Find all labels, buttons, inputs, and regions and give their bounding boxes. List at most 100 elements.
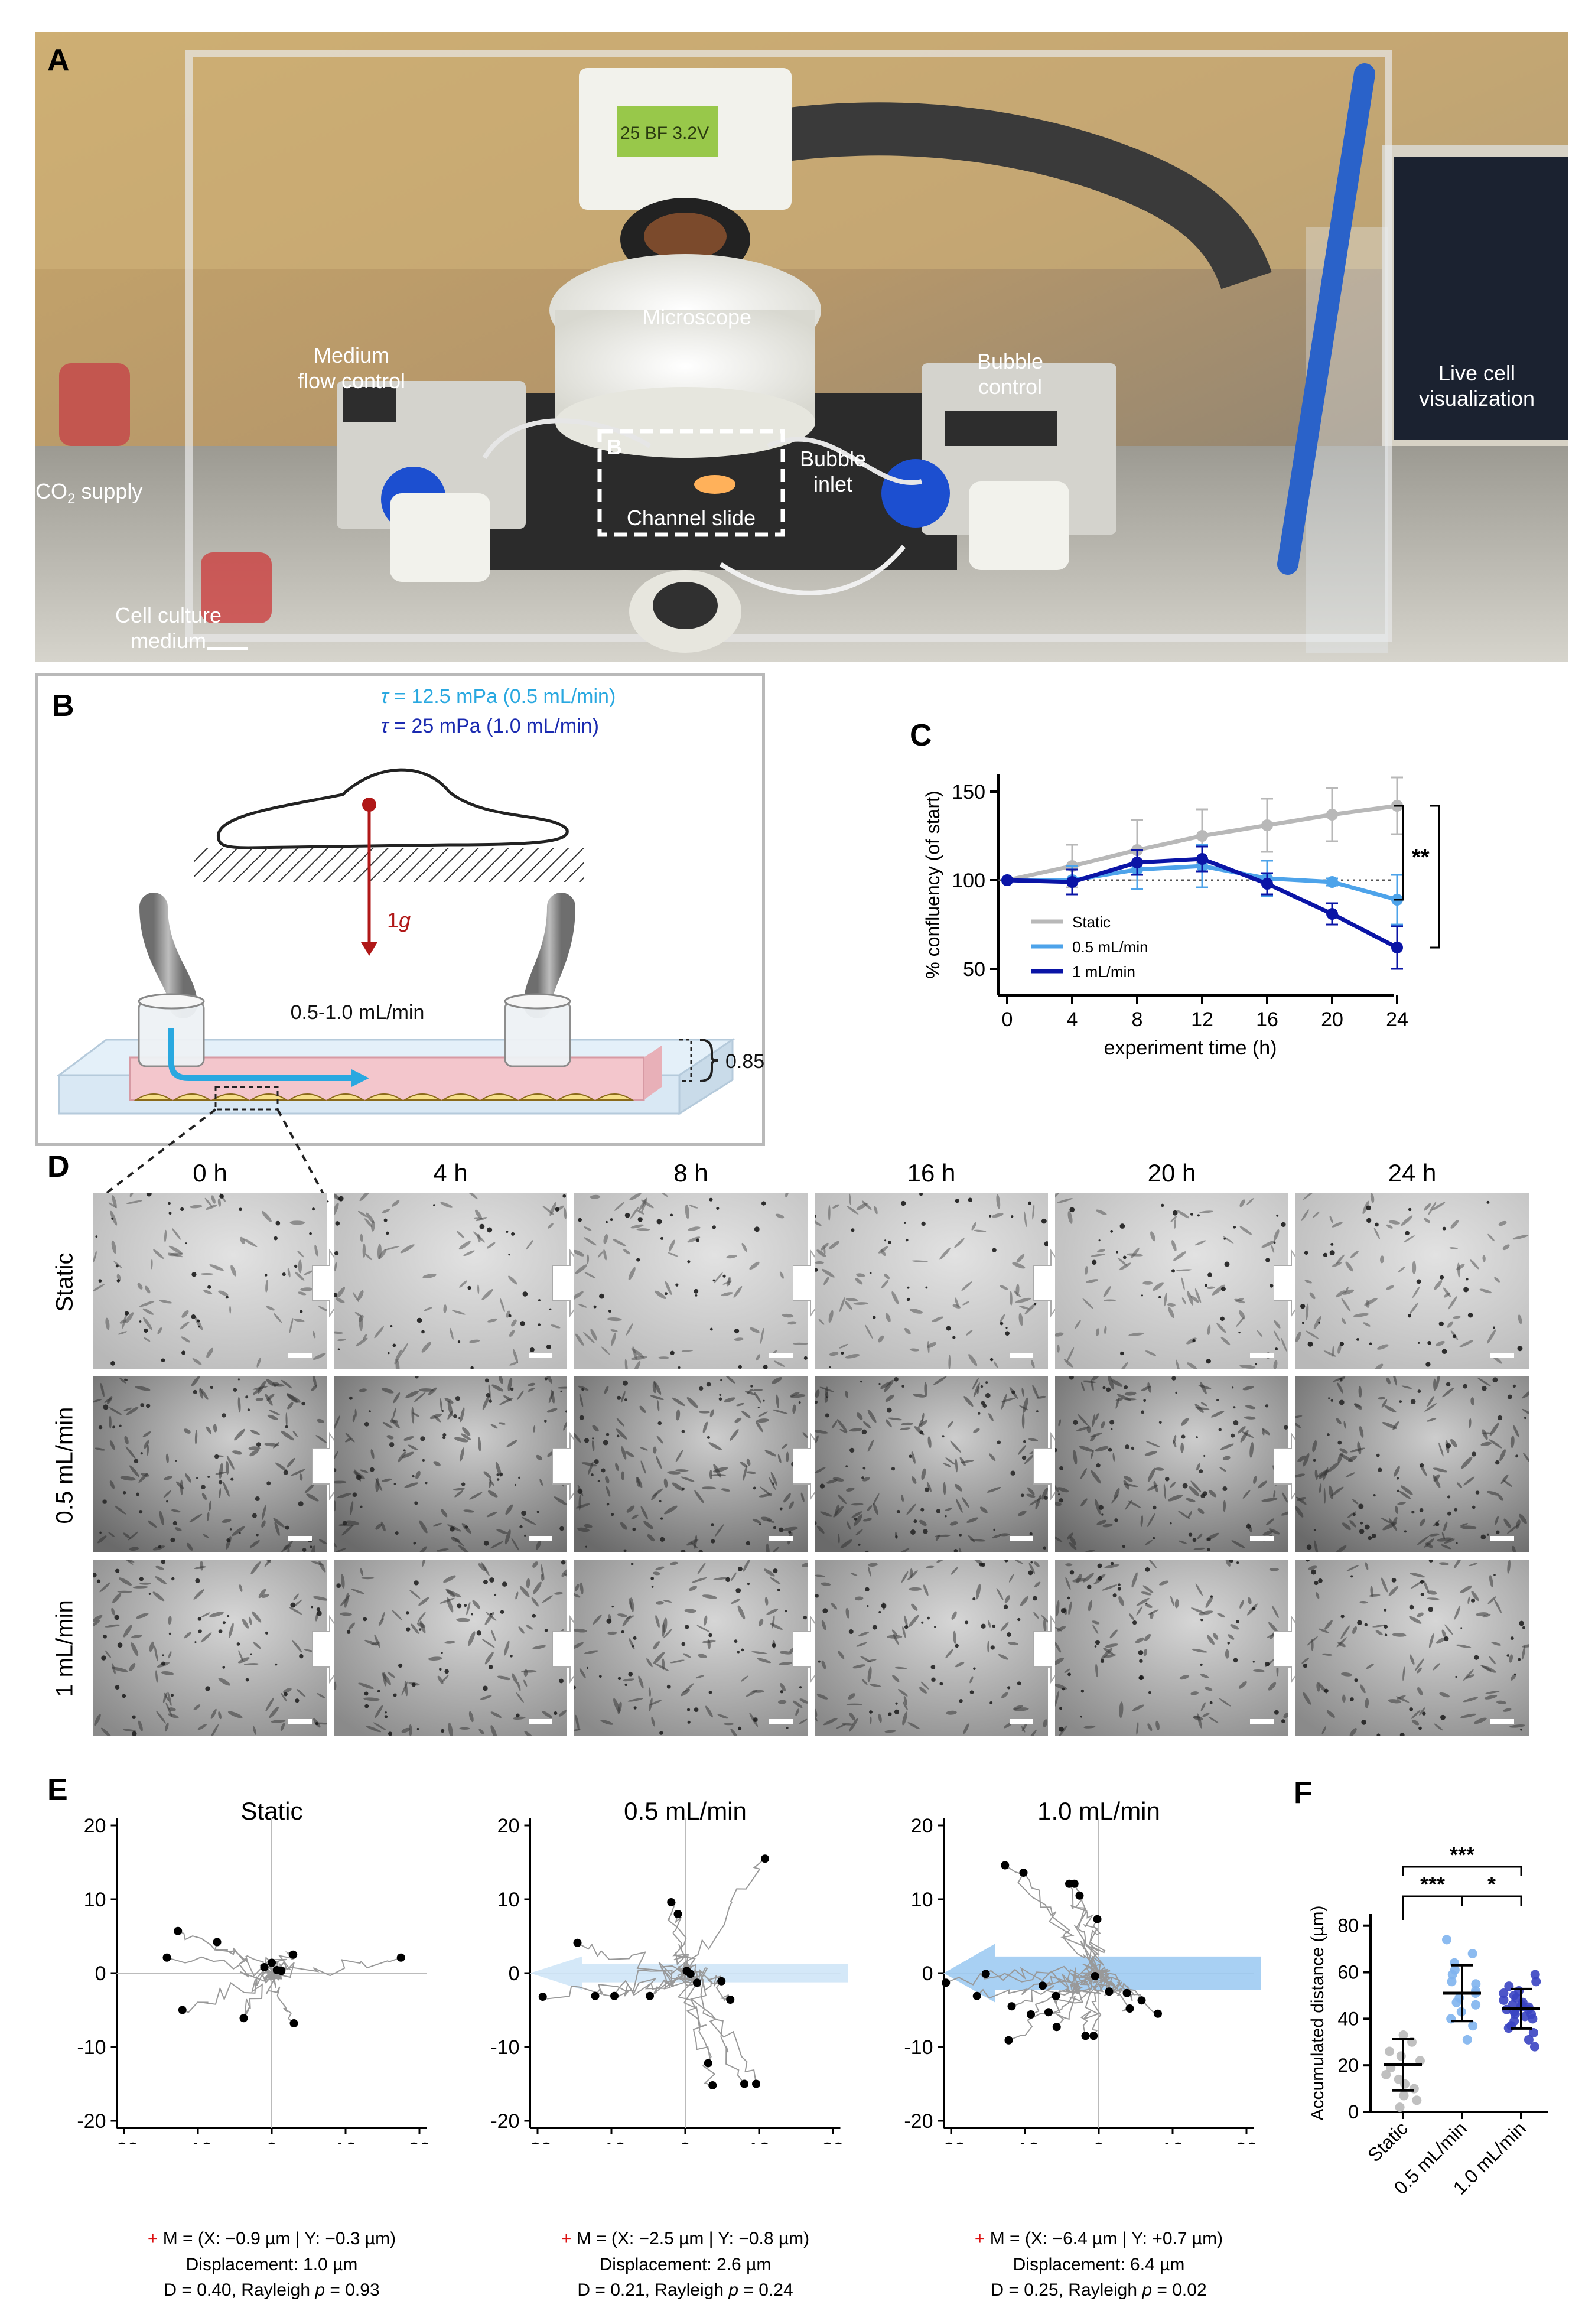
cell-dot bbox=[1055, 1448, 1058, 1453]
cell-streak bbox=[1253, 1476, 1257, 1485]
cell-streak bbox=[1136, 1606, 1143, 1616]
cell-streak bbox=[1125, 1500, 1132, 1510]
cell-streak bbox=[487, 1318, 498, 1323]
cell-streak bbox=[161, 1671, 174, 1675]
cell-streak bbox=[751, 1690, 764, 1693]
cell-streak bbox=[1262, 1428, 1270, 1436]
cell-streak bbox=[377, 1244, 382, 1260]
cell-dot bbox=[1376, 1453, 1380, 1457]
cell-streak bbox=[1424, 1538, 1434, 1548]
cell-streak bbox=[563, 1421, 567, 1431]
cell-dot bbox=[989, 1358, 994, 1362]
cell-streak bbox=[357, 1210, 367, 1218]
cell-streak bbox=[487, 1242, 496, 1249]
cell-streak bbox=[852, 1664, 866, 1669]
cell-streak bbox=[542, 1595, 553, 1603]
cell-dot bbox=[1350, 1575, 1353, 1578]
cell-streak bbox=[1194, 1240, 1206, 1246]
trajectory bbox=[1011, 1968, 1099, 2007]
cell-dot bbox=[825, 1396, 828, 1398]
cell-dot bbox=[1306, 1544, 1312, 1550]
cell-dot bbox=[1391, 1577, 1397, 1583]
cell-dot bbox=[458, 1417, 461, 1420]
cell-streak bbox=[976, 1386, 980, 1395]
cell-streak bbox=[846, 1487, 855, 1492]
cell-dot bbox=[1518, 1658, 1521, 1661]
cell-dot bbox=[256, 1442, 261, 1447]
cell-streak bbox=[1143, 1649, 1147, 1656]
cell-dot bbox=[1120, 1351, 1124, 1356]
cell-dot bbox=[285, 1525, 289, 1530]
cell-streak bbox=[1410, 1572, 1425, 1578]
cell-streak bbox=[841, 1723, 853, 1726]
cell-streak bbox=[162, 1692, 167, 1703]
cell-streak bbox=[1424, 1203, 1431, 1211]
y-tick-label: -20 bbox=[904, 2110, 933, 2133]
cell-streak bbox=[816, 1249, 826, 1257]
cell-streak bbox=[218, 1711, 222, 1720]
cell-dot bbox=[747, 1583, 750, 1586]
cell-streak bbox=[200, 1272, 214, 1275]
cell-dot bbox=[115, 1264, 119, 1268]
cell-streak bbox=[1262, 1428, 1265, 1436]
cell-dot bbox=[1060, 1608, 1066, 1613]
cell-streak bbox=[111, 1663, 116, 1675]
cell-streak bbox=[828, 1205, 831, 1222]
cell-streak bbox=[936, 1560, 946, 1563]
trajectory bbox=[1023, 1872, 1099, 1974]
cell-streak bbox=[1026, 1493, 1036, 1498]
cell-streak bbox=[968, 1535, 975, 1543]
cell-streak bbox=[1357, 1441, 1362, 1454]
cell-dot bbox=[125, 1379, 128, 1381]
x-tick-label: 0 bbox=[1002, 1008, 1013, 1031]
cell-streak bbox=[174, 1527, 182, 1532]
cell-streak bbox=[101, 1727, 112, 1736]
cell-dot bbox=[921, 1621, 924, 1624]
cell-streak bbox=[113, 1261, 122, 1268]
cell-streak bbox=[1441, 1544, 1451, 1550]
cell-streak bbox=[1148, 1560, 1157, 1569]
cell-streak bbox=[835, 1723, 847, 1729]
cell-streak bbox=[509, 1362, 518, 1366]
cell-streak bbox=[1323, 1467, 1329, 1481]
cell-dot bbox=[598, 1675, 602, 1678]
cell-streak bbox=[922, 1412, 925, 1421]
cell-dot bbox=[959, 1699, 963, 1703]
cell-streak bbox=[1495, 1516, 1499, 1525]
cell-streak bbox=[1202, 1713, 1210, 1717]
panel-e-label: E bbox=[47, 1773, 68, 1807]
cell-streak bbox=[1522, 1453, 1529, 1464]
cell-streak bbox=[1412, 1261, 1417, 1274]
data-point bbox=[1261, 819, 1273, 831]
cell-streak bbox=[667, 1471, 681, 1475]
trajectory-endpoint bbox=[1137, 1996, 1146, 2005]
cell-dot bbox=[1139, 1675, 1144, 1680]
cell-streak bbox=[948, 1355, 951, 1369]
cell-streak bbox=[858, 1631, 870, 1637]
cell-streak bbox=[1283, 1712, 1288, 1718]
cell-dot bbox=[386, 1231, 389, 1235]
cell-streak bbox=[1303, 1193, 1316, 1200]
cell-dot bbox=[788, 1530, 792, 1534]
cell-streak bbox=[265, 1394, 273, 1406]
cell-streak bbox=[1084, 1550, 1095, 1552]
cell-streak bbox=[613, 1698, 620, 1713]
cell-streak bbox=[823, 1718, 838, 1726]
cell-streak bbox=[206, 1204, 218, 1210]
cell-streak bbox=[1095, 1446, 1109, 1452]
cell-dot bbox=[1210, 1595, 1213, 1598]
cell-streak bbox=[1305, 1303, 1309, 1320]
cell-streak bbox=[730, 1729, 739, 1736]
cell-streak bbox=[663, 1628, 673, 1639]
cell-streak bbox=[287, 1393, 298, 1403]
cell-streak bbox=[1187, 1511, 1192, 1518]
cell-streak bbox=[364, 1639, 377, 1646]
cell-streak bbox=[973, 1382, 980, 1398]
cell-streak bbox=[193, 1704, 201, 1711]
cell-dot bbox=[1364, 1623, 1368, 1626]
cell-dot bbox=[763, 1365, 768, 1369]
cell-streak bbox=[125, 1312, 134, 1324]
cell-dot bbox=[93, 1573, 97, 1578]
cell-streak bbox=[357, 1290, 364, 1301]
cell-streak bbox=[468, 1631, 476, 1646]
